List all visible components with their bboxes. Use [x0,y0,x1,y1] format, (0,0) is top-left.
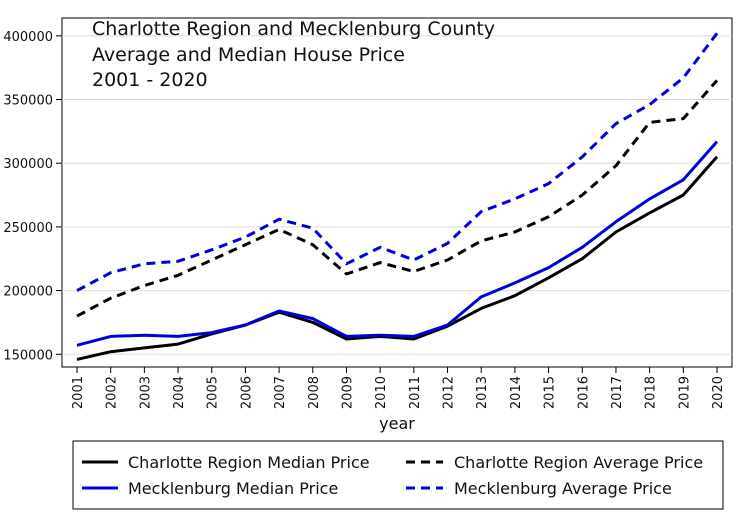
series-line-2 [76,140,719,347]
y-tick-label: 150000 [3,348,53,363]
legend: Charlotte Region Median Price Charlotte … [72,440,724,510]
x-tick-label: 2014 [509,376,524,409]
x-tick-label: 2015 [543,376,558,409]
series-line-0 [76,155,719,361]
series-line-3 [76,32,719,292]
grid-lines [62,35,732,355]
chart-title-line-1: Charlotte Region and Mecklenburg County [92,18,495,40]
y-tick-label: 300000 [3,157,53,172]
y-tick-label: 400000 [3,30,53,45]
chart-title-line-2: Average and Median House Price [92,44,405,66]
y-tick-label: 250000 [3,221,53,236]
x-tick-label: 2010 [374,376,389,409]
x-tick-label: 2018 [644,376,659,409]
series-lines [76,32,719,361]
x-tick-label: 2009 [340,376,355,409]
x-tick-label: 2002 [105,376,120,409]
x-tick-label: 2019 [677,376,692,409]
x-tick-label: 2017 [610,376,625,409]
x-tick-label: 2008 [307,376,322,409]
x-tick-label: 2006 [239,376,254,409]
x-tick-label: 2007 [273,376,288,409]
x-axis-title: year [379,414,415,433]
legend-box [72,440,724,510]
y-tick-label: 350000 [3,94,53,109]
x-tick-label: 2001 [71,376,86,409]
x-tick-label: 2012 [442,376,457,409]
legend-label-charlotte-median: Charlotte Region Median Price [128,453,370,472]
x-axis-ticks: 2001 2002 2003 2004 2005 2006 2007 2008 2009 2010… [71,367,726,409]
x-tick-label: 2004 [172,376,187,409]
legend-label-mecklenburg-average: Mecklenburg Average Price [454,479,672,498]
x-tick-label: 2020 [711,376,726,409]
x-tick-label: 2013 [475,376,490,409]
x-tick-label: 2003 [138,376,153,409]
legend-label-mecklenburg-median: Mecklenburg Median Price [128,479,338,498]
y-tick-label: 200000 [3,285,53,300]
x-tick-label: 2005 [206,376,221,409]
plot-area [61,17,733,368]
chart-title-line-3: 2001 - 2020 [92,69,208,91]
legend-label-charlotte-average: Charlotte Region Average Price [454,453,703,472]
y-axis-ticks: 150000 200000 250000 300000 350000 400000 [3,30,62,363]
x-tick-label: 2011 [408,376,423,409]
x-tick-label: 2016 [576,376,591,409]
